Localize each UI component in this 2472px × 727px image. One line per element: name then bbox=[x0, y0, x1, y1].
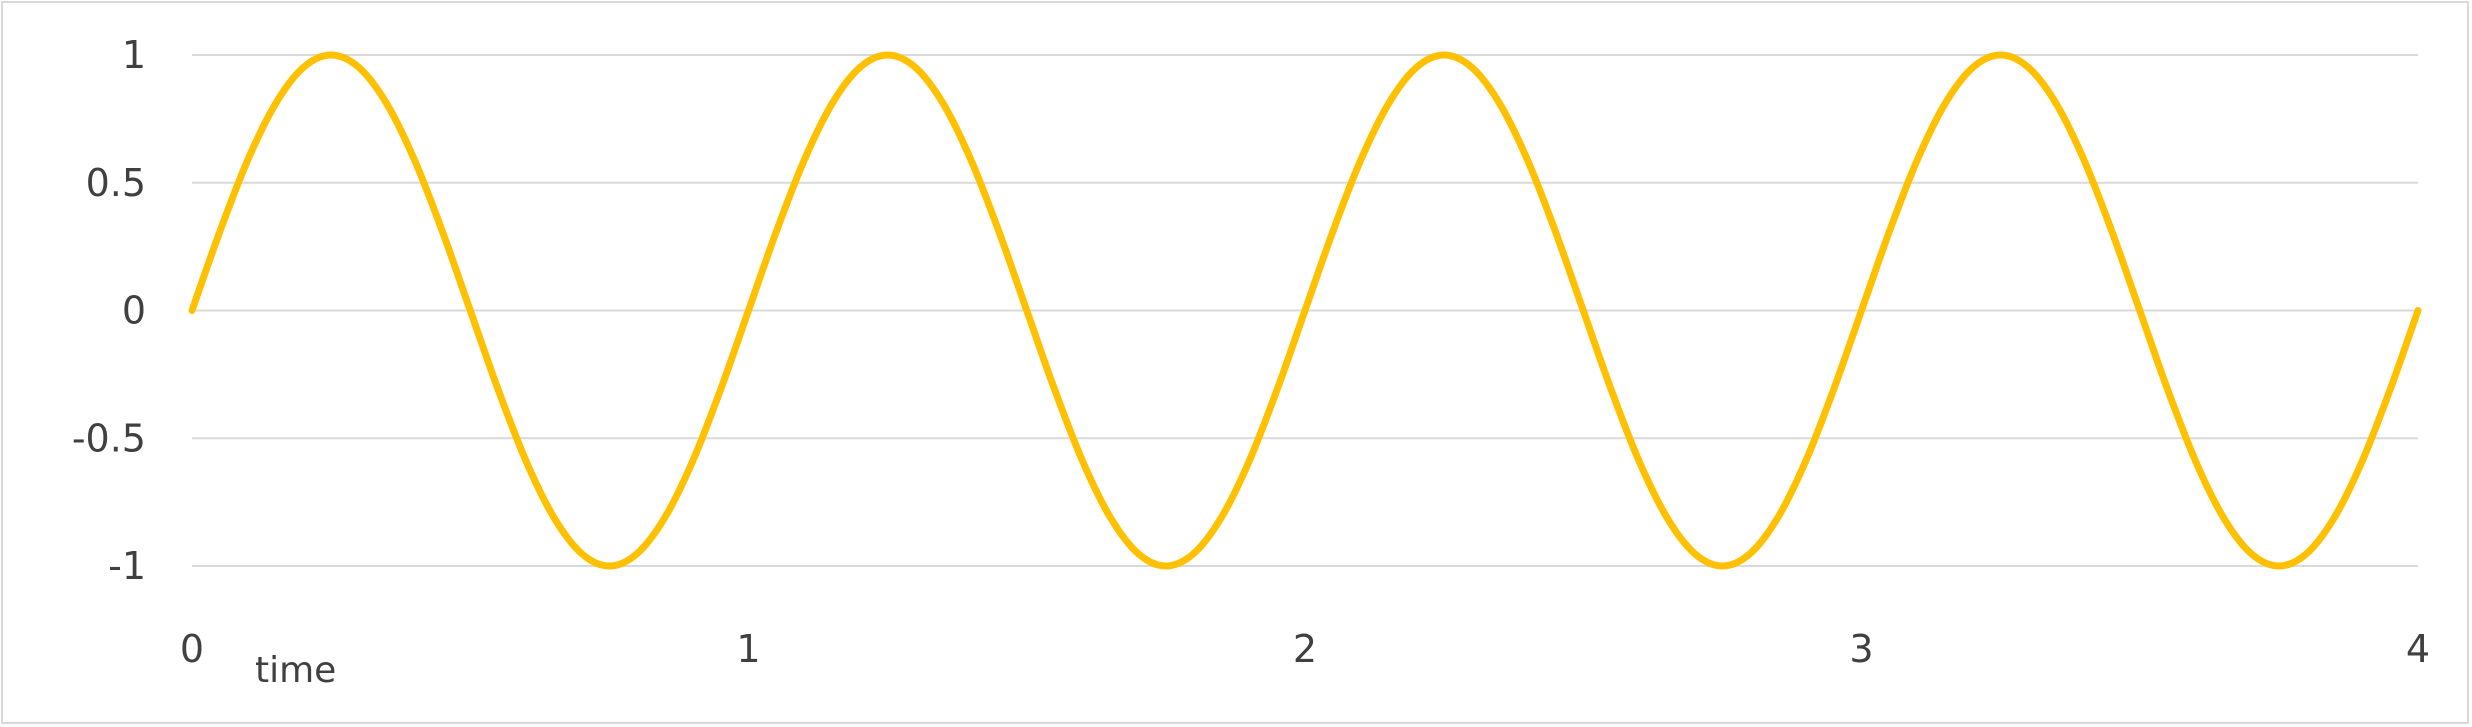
x-tick-label: 4 bbox=[2406, 627, 2430, 671]
y-tick-label: 0.5 bbox=[86, 161, 146, 205]
gridlines bbox=[192, 54, 2418, 567]
y-tick-label: 0 bbox=[122, 289, 146, 333]
x-tick-label: 3 bbox=[1849, 627, 1873, 671]
series-group bbox=[188, 51, 2422, 570]
y-axis-tick-labels: 1 0.5 0 -0.5 -1 bbox=[72, 33, 146, 588]
y-tick-label: -0.5 bbox=[72, 416, 146, 460]
y-tick-label: -1 bbox=[108, 544, 146, 588]
x-axis-tick-labels: 0 1 2 3 4 bbox=[180, 627, 2430, 671]
x-axis-title: time bbox=[255, 650, 336, 691]
x-tick-label: 1 bbox=[736, 627, 760, 671]
y-tick-label: 1 bbox=[122, 33, 146, 77]
x-tick-label: 2 bbox=[1293, 627, 1317, 671]
x-tick-label: 0 bbox=[180, 627, 204, 671]
series-line bbox=[188, 51, 2422, 570]
